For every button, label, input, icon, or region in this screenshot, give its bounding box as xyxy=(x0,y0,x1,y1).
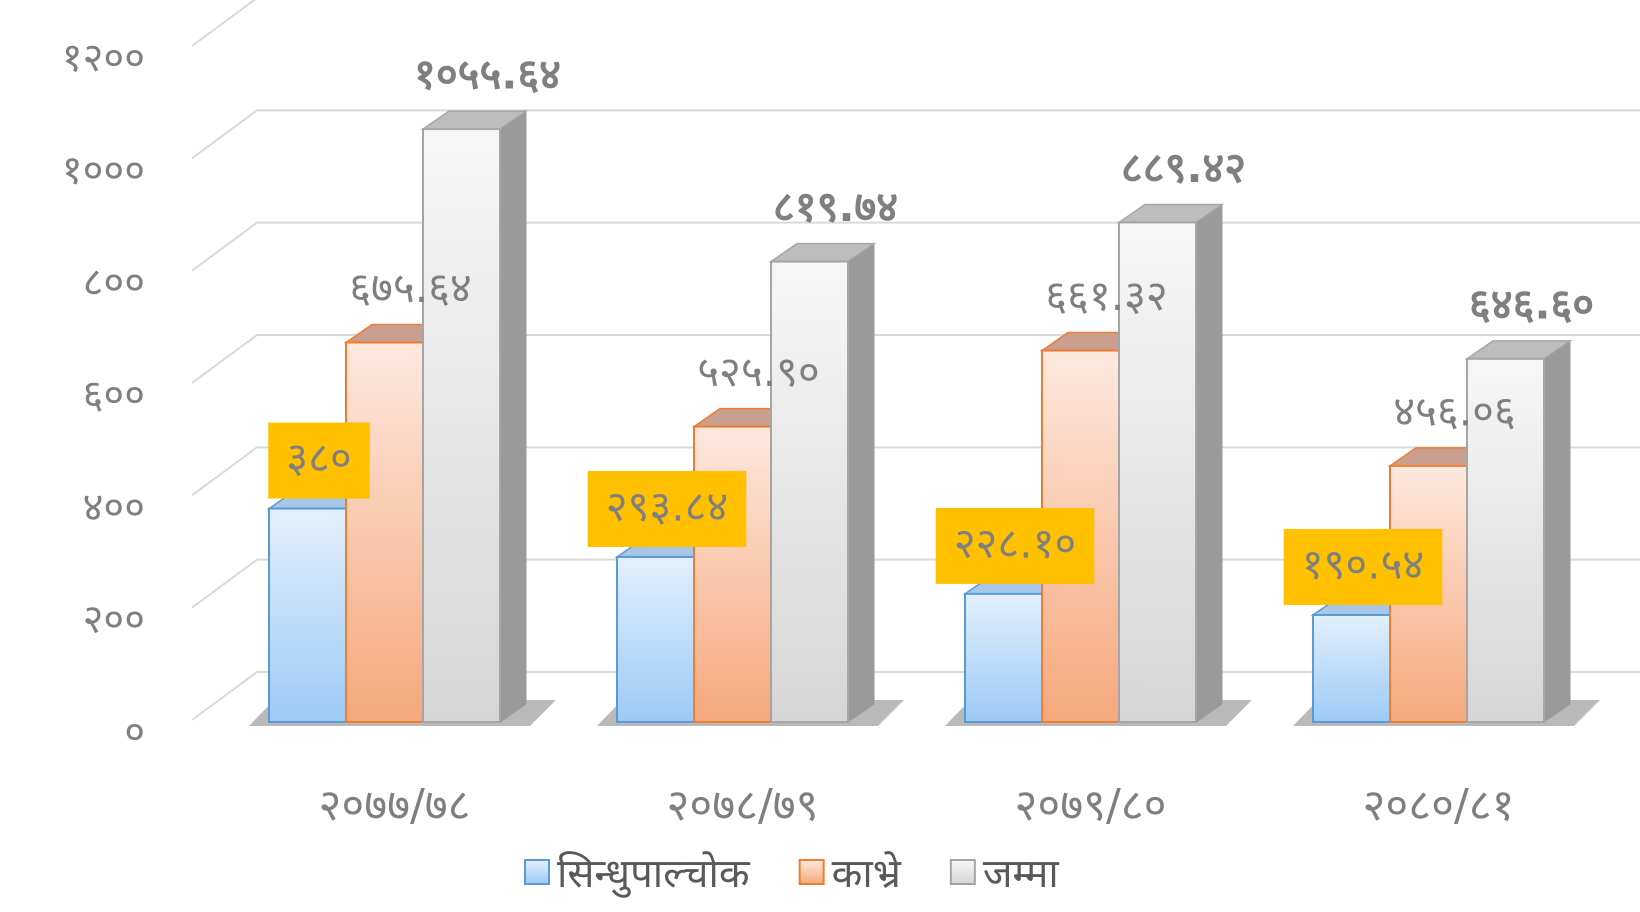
bar xyxy=(616,555,695,723)
data-label: १०५५.६४ xyxy=(414,50,561,99)
bar xyxy=(345,341,424,723)
bar xyxy=(1118,221,1197,723)
data-label: ५२५.९० xyxy=(697,347,820,396)
bar-side xyxy=(1543,339,1571,723)
legend-label: जम्मा xyxy=(983,851,1060,897)
data-label-box xyxy=(587,470,747,547)
bar xyxy=(1312,613,1391,724)
y-tick-label: ८०० xyxy=(83,260,145,306)
x-tick-label: २०७७/७८ xyxy=(318,780,470,831)
bar xyxy=(268,507,347,724)
x-tick-label: २०८०/८१ xyxy=(1362,780,1514,831)
legend-label: काभ्रे xyxy=(832,851,902,897)
legend-swatch xyxy=(524,859,550,885)
y-tick-label: १००० xyxy=(62,147,145,193)
data-label: ४५६.०६ xyxy=(1393,386,1516,435)
bar xyxy=(964,592,1043,724)
data-label-box xyxy=(268,422,370,499)
data-label: २२८.१० xyxy=(954,518,1077,567)
data-label-box xyxy=(1283,528,1443,605)
data-label: ६७५.६४ xyxy=(349,263,472,312)
data-label-box xyxy=(935,507,1095,584)
bar xyxy=(422,128,501,723)
x-tick-label: २०७८/७९ xyxy=(666,780,818,831)
grid-line xyxy=(191,109,1640,160)
bar xyxy=(1466,357,1545,723)
y-tick-label: ४०० xyxy=(83,484,145,530)
legend-label: सिन्धुपाल्चोक xyxy=(557,851,751,898)
data-label: ३८० xyxy=(286,433,352,482)
data-label: ६४६.६० xyxy=(1469,279,1594,328)
bar xyxy=(770,260,849,723)
data-label: ८१९.७४ xyxy=(773,182,898,231)
y-tick-label: २०० xyxy=(83,597,145,643)
x-tick-label: २०७९/८० xyxy=(1014,780,1166,831)
y-tick-label: ६०० xyxy=(83,372,145,418)
data-label: २९३.८४ xyxy=(606,481,729,530)
y-tick-label: १२०० xyxy=(62,35,145,81)
data-label: ८८९.४२ xyxy=(1121,143,1246,192)
bar-side xyxy=(1195,203,1223,723)
legend-swatch xyxy=(949,859,976,885)
bar-side xyxy=(499,110,527,723)
bar-side xyxy=(847,242,875,723)
legend-swatch xyxy=(798,859,825,885)
y-tick-label: ० xyxy=(124,709,145,755)
data-label: १९०.५४ xyxy=(1302,539,1425,588)
data-label: ६६१.३२ xyxy=(1045,271,1168,320)
grid-line xyxy=(191,0,256,47)
bar xyxy=(693,425,772,723)
